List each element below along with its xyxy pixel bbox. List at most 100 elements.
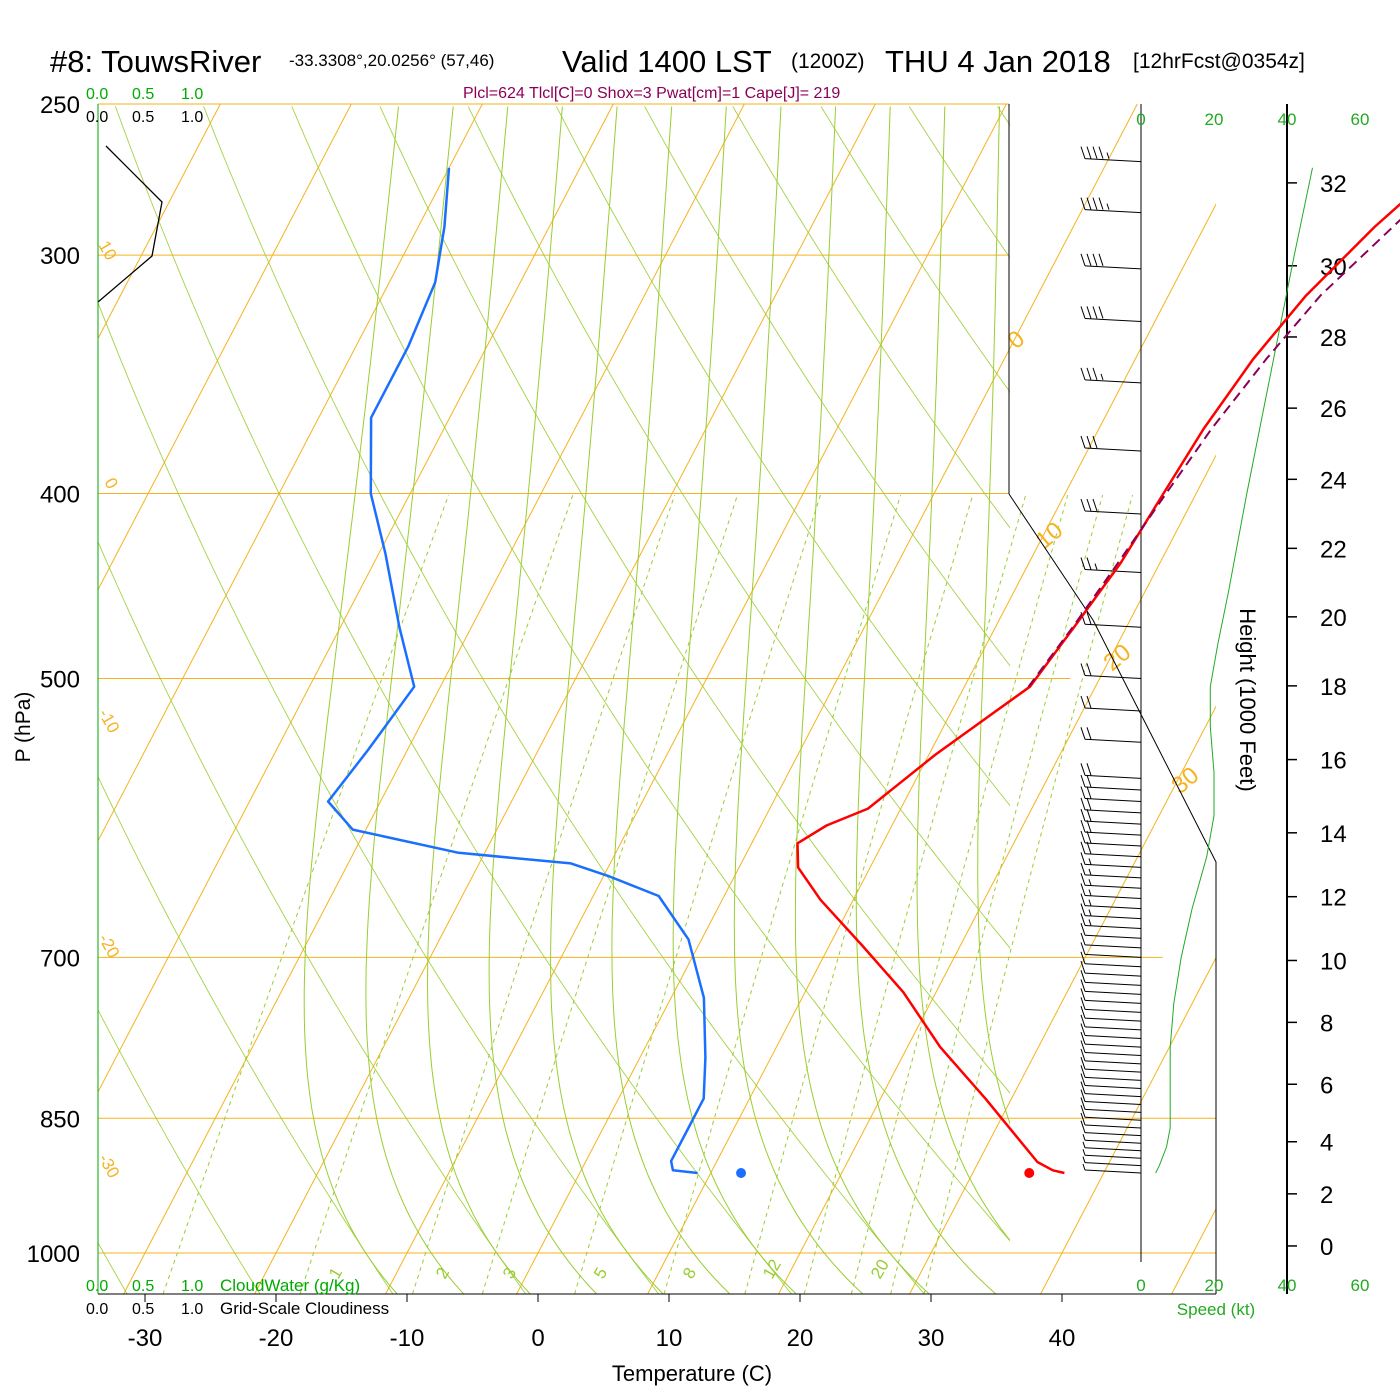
cloud-scale-bot-2: 1.0 xyxy=(181,1278,203,1295)
wind-barb xyxy=(1080,970,1142,986)
wind-barb xyxy=(1080,932,1142,949)
barb-full xyxy=(1080,1081,1086,1094)
wind-barb xyxy=(1080,883,1142,900)
wind-barb xyxy=(1080,830,1142,847)
barb-full xyxy=(1080,970,1086,983)
series-dewpoint-line xyxy=(326,167,707,1175)
barb-full xyxy=(1080,197,1086,210)
barb-staff xyxy=(1084,863,1142,868)
series-parcel-line xyxy=(1027,218,1400,688)
moist-adiabat-320 xyxy=(1038,106,1195,1294)
wind-barb xyxy=(1080,942,1142,958)
barb-staff xyxy=(1084,905,1142,910)
isotherm--30 xyxy=(123,104,745,1294)
barb-half xyxy=(1082,1141,1086,1148)
wind-barb xyxy=(1080,612,1142,628)
dry-adiabat-300 xyxy=(203,106,925,1294)
isotherm--10 xyxy=(385,104,1007,1294)
mixing-ratio-1 xyxy=(299,494,574,1295)
height-tick: 24 xyxy=(1320,467,1347,494)
barb-full xyxy=(1092,367,1098,381)
barb-full xyxy=(1080,1073,1086,1086)
barb-half xyxy=(1082,1163,1086,1171)
height-tick: 22 xyxy=(1320,536,1347,563)
barb-staff xyxy=(1084,1101,1142,1106)
barb-staff xyxy=(1084,1085,1142,1090)
dry-adiabat-260 xyxy=(98,775,394,1294)
mixing-ratio-20 xyxy=(850,494,1069,1295)
barb-full xyxy=(1080,1057,1086,1070)
barb-full xyxy=(1080,774,1086,788)
station-title: #8: TouwsRiver xyxy=(50,44,261,79)
barb-staff xyxy=(1084,944,1142,949)
barb-half xyxy=(1082,1149,1086,1156)
station-coords: -33.3308°,20.0256° (57,46) xyxy=(289,51,494,70)
height-tick: 26 xyxy=(1320,396,1347,423)
dry-adiabat-330 xyxy=(467,106,1010,949)
barb-full xyxy=(1086,763,1092,776)
barb-full xyxy=(1080,797,1086,811)
moist-adiabat-285 xyxy=(611,106,731,1294)
dry-adiabat-340 xyxy=(556,106,1010,807)
mixing-ratio-12 xyxy=(744,494,974,1295)
speed-tick-top: 20 xyxy=(1205,110,1224,129)
cloud-scale-top-0: 0.0 xyxy=(86,86,108,103)
wind-barb xyxy=(1080,1112,1142,1129)
x-axis-title: Temperature (C) xyxy=(612,1361,772,1386)
speed-tick-top: 0 xyxy=(1136,110,1145,129)
barb-staff xyxy=(1084,842,1142,847)
barb-full xyxy=(1086,841,1092,854)
sounding-series xyxy=(326,167,1400,1179)
isotherm-label: 0 xyxy=(101,475,122,493)
wind-barb xyxy=(1080,979,1142,995)
barb-full xyxy=(1086,557,1092,570)
barb-full xyxy=(1080,852,1086,865)
barb-staff xyxy=(1084,1169,1142,1174)
moist-adiabat-315 xyxy=(977,106,1010,1126)
moist-adiabat-300 xyxy=(794,106,930,1294)
wind-barb xyxy=(1080,146,1142,163)
barb-staff xyxy=(1084,1147,1142,1152)
surface-temperature-dot xyxy=(1024,1168,1035,1179)
barb-full xyxy=(1080,435,1086,449)
height-tick: 32 xyxy=(1320,171,1347,198)
barb-full xyxy=(1080,1040,1086,1053)
barb-full xyxy=(1080,997,1086,1010)
barb-full xyxy=(1080,663,1086,676)
wind-barb xyxy=(1080,1057,1142,1073)
barb-staff xyxy=(1084,924,1142,929)
barb-full xyxy=(1080,763,1086,776)
barb-half xyxy=(1106,203,1110,210)
isotherm-lines xyxy=(98,104,1216,1294)
dry-adiabat-370 xyxy=(820,106,1010,393)
barb-full xyxy=(1086,663,1092,676)
wind-barb xyxy=(1080,923,1142,939)
barb-staff xyxy=(1084,1052,1142,1057)
barb-full xyxy=(1080,913,1086,926)
barb-full xyxy=(1086,695,1092,709)
barb-staff xyxy=(1084,853,1142,858)
barb-half xyxy=(1082,1134,1086,1141)
temperature-tick: -10 xyxy=(390,1325,425,1352)
moist-adiabat-305 xyxy=(855,106,997,1294)
barb-full xyxy=(1080,1097,1086,1110)
barb-full xyxy=(1080,883,1086,896)
barb-full xyxy=(1080,893,1086,906)
barb-staff xyxy=(1084,707,1142,712)
wind-barb xyxy=(1080,727,1142,743)
wind-barb xyxy=(1080,819,1142,836)
barb-full xyxy=(1080,727,1086,740)
wind-barb xyxy=(1080,1014,1142,1031)
barb-half xyxy=(1106,152,1110,159)
barb-full xyxy=(1080,903,1086,916)
wind-barb xyxy=(1080,1031,1142,1048)
wind-barb xyxy=(1080,1081,1142,1098)
barb-full xyxy=(1080,1048,1086,1062)
speed-tick-bottom: 40 xyxy=(1278,1276,1297,1295)
barb-staff xyxy=(1084,158,1142,163)
moist-adiabat-265 xyxy=(365,106,465,1294)
barb-staff xyxy=(1084,934,1142,939)
barb-full xyxy=(1080,557,1086,570)
barb-half xyxy=(1088,889,1092,896)
